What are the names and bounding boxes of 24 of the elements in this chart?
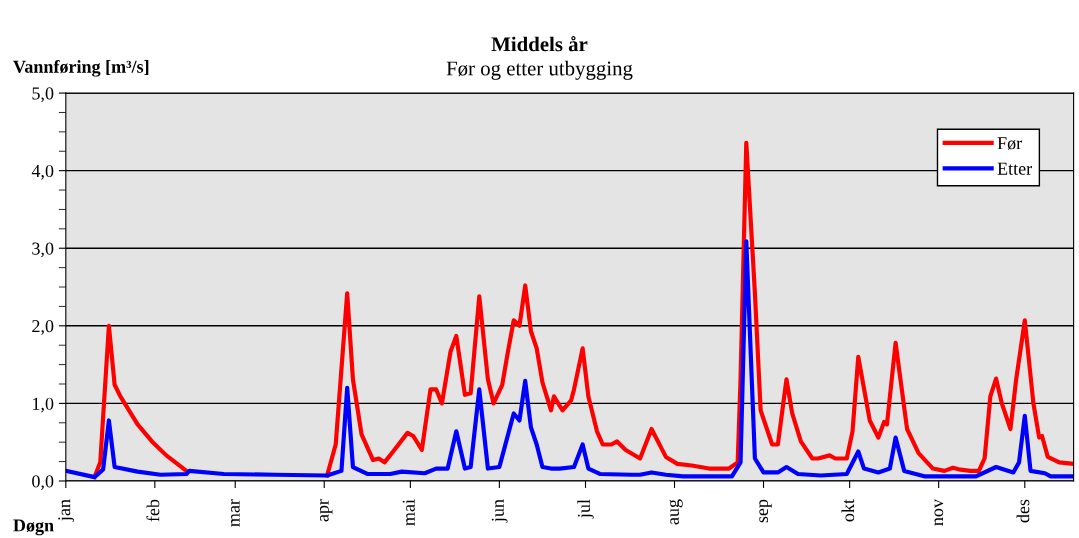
x-tick-label: apr [320,499,333,522]
x-tick-label: mai [402,499,415,526]
x-tick-label: mar [231,499,240,527]
x-tick-label: jul [577,499,594,519]
x-tick-label: jan [58,499,75,522]
y-tick-label: 0,0 [32,475,54,491]
x-tick-label: aug [669,499,683,525]
y-tick-label: 5,0 [32,87,54,103]
y-tick-label: 1,0 [33,397,54,413]
x-axis-title: Døgn [13,519,54,536]
x-tick-label: sep [759,499,772,523]
y-axis-title: Vannføring [m³/s] [13,59,149,77]
y-tick-label: 4,0 [31,164,54,180]
x-tick-label: feb [146,499,160,522]
x-tick-label: des [1016,499,1030,523]
chart-subtitle: Før og etter utbygging [446,60,633,80]
x-tick-label: jun [491,499,508,523]
x-tick-label: okt [841,499,855,522]
x-tick-label: nov [934,499,944,526]
y-tick-label: 3,0 [32,242,54,258]
chart-title: Middels år [491,36,588,52]
legend-label: Før [997,137,1022,150]
y-tick-label: 2,0 [32,320,54,335]
legend-label: Etter [997,162,1032,175]
